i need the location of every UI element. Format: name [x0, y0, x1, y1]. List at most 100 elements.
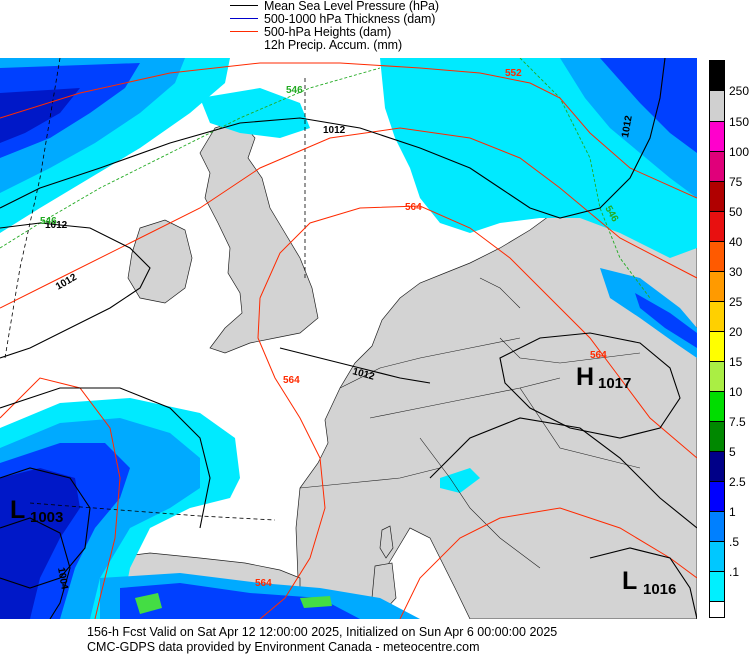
weather-map-svg: 1012 1012 1012 1012 1012 1004 552 564 56… [0, 58, 697, 619]
thickness-label: 546 [40, 216, 57, 227]
legend-label-precip: 12h Precip. Accum. (mm) [264, 37, 403, 52]
height-564-south [257, 297, 326, 619]
colorbar-label: 40 [729, 235, 743, 249]
colorbar-cell [709, 601, 725, 618]
precip-fields [0, 58, 697, 619]
colorbar-cell [709, 481, 725, 512]
colorbar-label: 10 [729, 385, 743, 399]
legend-label-thickness: 500-1000 hPa Thickness (dam) [264, 11, 436, 26]
height-564-west [0, 127, 697, 309]
precip-alps [440, 468, 480, 493]
height-contours [0, 62, 697, 619]
colorbar-label: .1 [729, 565, 740, 579]
isobar-se [429, 417, 697, 529]
colorbar-cell [709, 121, 725, 152]
legend-item-heights: 500-hPa Heights (dam) [230, 24, 392, 39]
height-label: 564 [405, 202, 422, 213]
colorbar-cell [709, 151, 725, 182]
colorbar-label: .5 [729, 535, 740, 549]
precip-east-heavy [635, 293, 697, 348]
colorbar-cell [709, 541, 725, 572]
low-center-letter: L [10, 496, 25, 524]
colorbar-label: 5 [729, 445, 736, 459]
colorbar-cell [709, 90, 725, 122]
colorbar-label: 75 [729, 175, 743, 189]
isobar-1004 [0, 517, 71, 619]
legend-item-pressure: Mean Sea Level Pressure (hPa) [230, 0, 439, 13]
legend-item-precip: 12h Precip. Accum. (mm) [230, 37, 403, 52]
map-legend: Mean Sea Level Pressure (hPa) 500-1000 h… [230, 0, 530, 56]
isobar-south-1 [0, 387, 211, 529]
precip-med-green1 [135, 593, 162, 614]
land-great-britain [199, 119, 319, 354]
colorbar-label: 7.5 [729, 415, 746, 429]
weather-map: 1012 1012 1012 1012 1012 1004 552 564 56… [0, 58, 697, 619]
low-center-value: 1016 [643, 581, 676, 598]
isobar-h-1017 [499, 332, 681, 439]
border-3 [299, 467, 441, 489]
border-4 [419, 437, 541, 569]
precip-colorbar: 250 150 100 75 50 40 30 25 20 15 10 7.5 … [709, 60, 750, 618]
height-label: 564 [590, 350, 607, 361]
colorbar-cell [709, 391, 725, 422]
colorbar-cell [709, 331, 725, 362]
isobar-1012-mid [279, 347, 431, 384]
isobar-label: 1004 [55, 567, 70, 591]
legend-swatch-thickness [230, 18, 258, 19]
height-label: 564 [283, 375, 300, 386]
precip-nw-heavy [0, 63, 140, 158]
colorbar-cell [709, 511, 725, 542]
colorbar-cell [709, 181, 725, 212]
isobars [0, 58, 697, 619]
height-se [399, 507, 697, 619]
colorbar-label: 20 [729, 325, 743, 339]
dashed-south [29, 502, 276, 521]
low-center-value: 1003 [30, 509, 63, 526]
high-center-value: 1017 [598, 375, 631, 392]
colorbar-cell [709, 301, 725, 332]
dashed-diagonal [4, 58, 61, 359]
forecast-valid-text: 156-h Fcst Valid on Sat Apr 12 12:00:00 … [87, 625, 558, 639]
colorbar-label: 1 [729, 505, 736, 519]
border-6 [519, 387, 641, 469]
colorbar-cell [709, 271, 725, 302]
thickness-546-east [519, 58, 651, 299]
legend-swatch-pressure [230, 5, 258, 6]
height-label: 564 [255, 578, 272, 589]
isobar-label: 1012 [323, 125, 346, 136]
precip-scotland [200, 88, 310, 138]
data-credit-text: CMC-GDPS data provided by Environment Ca… [87, 640, 480, 654]
legend-swatch-heights [230, 31, 258, 32]
precip-biscay-deep [0, 468, 80, 619]
colorbar-label: 150 [729, 115, 750, 129]
isobar-l-1016 [589, 547, 697, 619]
high-center-letter: H [576, 363, 594, 391]
colorbar-cell [709, 241, 725, 272]
colorbar-cell [709, 211, 725, 242]
colorbar-cell [709, 571, 725, 602]
precip-med-heavy [120, 583, 360, 619]
precip-baltic-heavy [600, 58, 697, 153]
colorbar-label: 100 [729, 145, 750, 159]
colorbar-cell [709, 60, 725, 91]
colorbar-cell [709, 451, 725, 482]
colorbar-cell [709, 361, 725, 392]
colorbar-label: 2.5 [729, 475, 746, 489]
height-label: 552 [505, 68, 522, 79]
isobar-l-1003 [0, 467, 91, 589]
precip-med-green2 [300, 596, 332, 608]
isobar-1012-north [0, 58, 666, 219]
colorbar-label: 50 [729, 205, 743, 219]
colorbar-cell [709, 421, 725, 452]
colorbar-label: 25 [729, 295, 743, 309]
legend-label-heights: 500-hPa Heights (dam) [264, 24, 392, 39]
height-564-main [259, 205, 697, 459]
isobar-label: 1012 [45, 220, 68, 231]
border-7 [479, 277, 521, 309]
precip-nw-deep [0, 88, 80, 143]
low-center-letter: L [622, 567, 637, 595]
colorbar-label: 250 [729, 84, 750, 98]
border-2 [369, 377, 561, 419]
isobar-1012-west [0, 222, 151, 359]
height-552 [0, 62, 697, 199]
